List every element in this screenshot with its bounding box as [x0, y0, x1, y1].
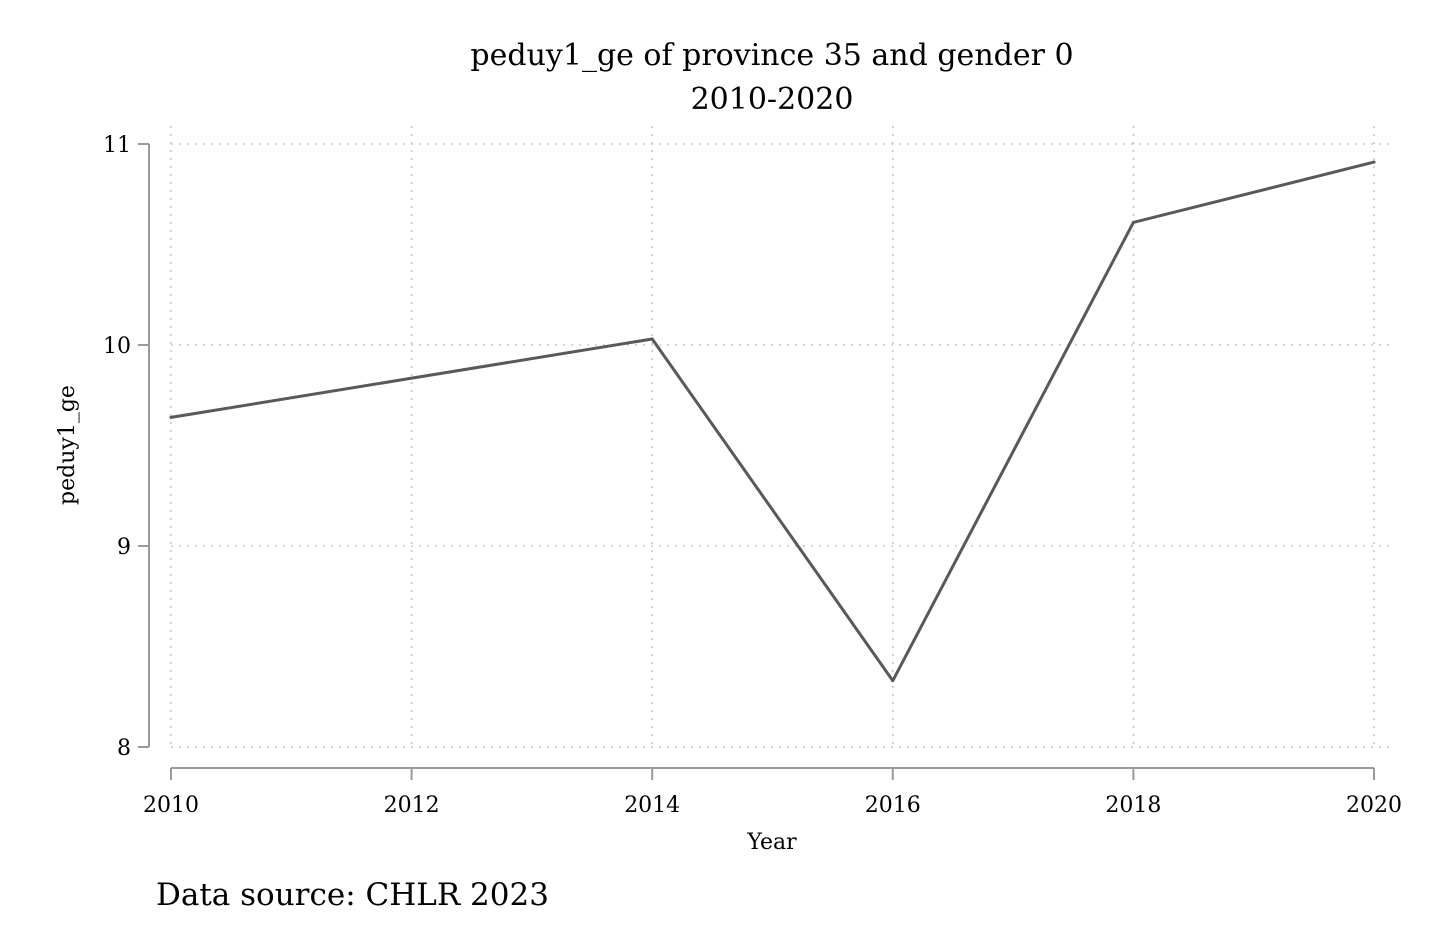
- y-tick-label: 11: [103, 133, 131, 158]
- data-point: [1372, 160, 1376, 164]
- data-point: [1131, 220, 1135, 224]
- data-point: [650, 337, 654, 341]
- y-tick-label: 10: [103, 334, 131, 359]
- series-group: [169, 160, 1376, 683]
- chart-title: peduy1_ge of province 35 and gender 0: [470, 38, 1073, 73]
- x-tick-label: 2012: [384, 793, 440, 818]
- x-tick-label: 2018: [1105, 793, 1161, 818]
- x-tick-label: 2010: [143, 793, 199, 818]
- y-tick-label: 8: [117, 736, 131, 761]
- y-axis-label: peduy1_ge: [55, 385, 80, 505]
- data-source-note: Data source: CHLR 2023: [156, 877, 549, 913]
- x-tick-label: 2020: [1346, 793, 1402, 818]
- y-tick-label: 9: [117, 535, 131, 560]
- grid: [170, 126, 1394, 748]
- data-point: [169, 415, 173, 419]
- data-point: [891, 679, 895, 683]
- series-line: [169, 160, 1376, 683]
- chart-subtitle: 2010-2020: [691, 82, 854, 117]
- x-axis-label: Year: [746, 830, 797, 855]
- axes: 8 9 10 11 2010 2012 2014 2016 2018 2020: [103, 133, 1402, 818]
- x-tick-label: 2016: [865, 793, 921, 818]
- x-tick-label: 2014: [624, 793, 680, 818]
